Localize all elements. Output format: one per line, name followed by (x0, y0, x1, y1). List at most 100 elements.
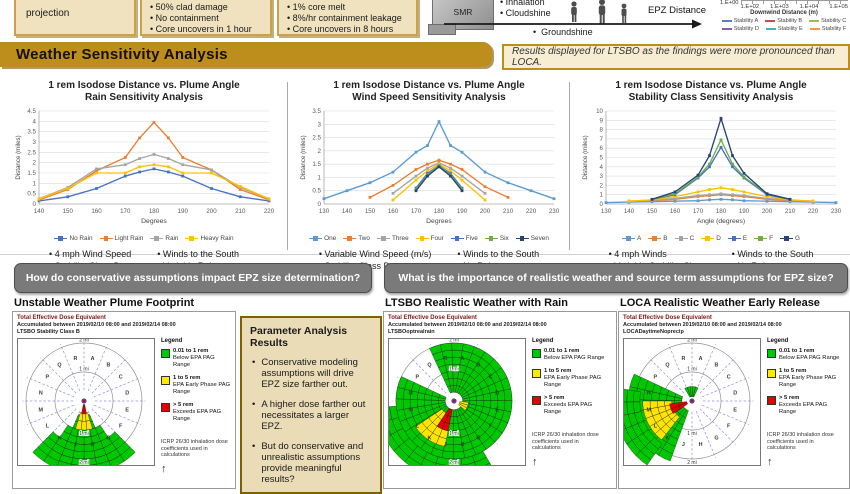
chart-legend: No Rain Light Rain Rain Heavy Rain (54, 235, 234, 242)
svg-text:0: 0 (600, 201, 604, 208)
legend-swatch-red (161, 403, 170, 412)
svg-text:1: 1 (33, 180, 37, 187)
svg-text:200: 200 (206, 208, 217, 215)
svg-text:B: B (715, 362, 719, 368)
svg-text:1 mi: 1 mi (449, 431, 458, 437)
svg-text:C: C (727, 375, 731, 381)
svg-text:E: E (495, 408, 499, 414)
smr-label: SMR (453, 7, 473, 17)
icrp-note: ICRP 26/30 inhalation dose coefficients … (767, 432, 834, 451)
svg-text:8: 8 (600, 127, 604, 134)
loca-source-term-box: 1% core melt 8%/hr containment leakage C… (277, 0, 418, 36)
assumption-item: Winds to the South (457, 249, 539, 261)
svg-text:3: 3 (600, 173, 604, 180)
exposure-item-inhalation: Inhalation (500, 0, 551, 8)
svg-text:L: L (46, 423, 50, 429)
svg-text:E: E (733, 408, 737, 414)
svg-text:5: 5 (600, 155, 604, 162)
people-icons (571, 0, 627, 24)
svg-text:180: 180 (434, 208, 445, 215)
svg-text:R: R (443, 356, 447, 362)
svg-text:K: K (58, 436, 62, 442)
section-header-bar: Weather Sensitivity Analysis (0, 42, 492, 67)
projection-text: projection (26, 8, 70, 19)
svg-text:B: B (477, 362, 481, 368)
person-icon (598, 0, 606, 24)
stability-class-sensitivity-chart-panel: 1 rem Isodose Distance vs. Plume Angle S… (576, 76, 846, 272)
plot-heading-unstable: Unstable Weather Plume Footprint (14, 297, 195, 309)
svg-text:7: 7 (600, 136, 604, 143)
loca-realistic-plot-box: Total Effective Dose Equivalent Accumula… (618, 311, 850, 489)
plot-heading-ltsbo: LTSBO Realistic Weather with Rain (385, 297, 568, 309)
svg-text:160: 160 (670, 208, 681, 215)
svg-text:2: 2 (318, 148, 322, 155)
svg-text:G: G (106, 436, 110, 442)
person-icon (571, 1, 577, 22)
svg-text:F: F (489, 423, 493, 429)
svg-text:130: 130 (601, 208, 612, 215)
svg-text:B: B (107, 362, 111, 368)
svg-text:Q: Q (427, 362, 431, 368)
svg-text:Q: Q (665, 362, 669, 368)
exposure-item-cloudshine: Cloudshine (500, 8, 551, 19)
unstable-weather-polar-chart: A B C D E F G H J K L M N P Q R 2 mi 1 mi 1 mi 2 mi (17, 338, 155, 466)
ltsbo-source-item: Core uncovers in 1 hour (150, 24, 270, 35)
svg-text:K: K (428, 436, 432, 442)
svg-text:210: 210 (503, 208, 514, 215)
ltsbo-source-item: 50% clad damage (150, 2, 270, 13)
stability-class-sensitivity-line-chart: 0 1 2 3 4 5 6 7 8 9 10 130 140 150 160 170 180 190 200 210 2… (582, 108, 842, 225)
svg-text:J: J (682, 442, 685, 448)
north-arrow-icon: ↑ (161, 462, 167, 475)
wind-speed-sensitivity-chart-panel: 1 rem Isodose Distance vs. Plume Angle W… (294, 76, 564, 272)
svg-text:130: 130 (319, 208, 330, 215)
svg-text:2 mi: 2 mi (79, 338, 88, 344)
svg-text:Angle (degrees): Angle (degrees) (697, 218, 745, 225)
svg-text:1: 1 (600, 192, 604, 199)
plot-accumulation-range: Accumulated between 2019/02/10 08:00 and… (623, 322, 782, 328)
mini-chart-y-tick: 1.E+00 (720, 0, 739, 6)
wind-speed-sensitivity-line-chart: 0 0.5 1 1.5 2 2.5 3 3.5 130 140 150 160 170 180 190 200… (300, 108, 560, 225)
svg-text:3: 3 (318, 121, 322, 128)
assumption-item: 4 mph Winds (609, 249, 706, 261)
column-divider (569, 82, 570, 250)
svg-text:210: 210 (785, 208, 796, 215)
plot-subtitle: Total Effective Dose Equivalent (17, 315, 106, 321)
param-bullet: Conservative modeling assumptions will d… (252, 357, 372, 390)
mini-chart-legend-row1: Stability A Stability B Stability C (720, 18, 848, 24)
parameter-analysis-results-box: Parameter Analysis Results Conservative … (240, 316, 382, 494)
svg-text:6: 6 (600, 145, 604, 152)
svg-text:170: 170 (693, 208, 704, 215)
assumption-item: Winds to the South (732, 249, 813, 261)
svg-text:R: R (73, 356, 77, 362)
loca-realistic-polar-chart: A B C D E F G H J K L M N P Q R 2 mi 1 mi 1 mi 2 mi (623, 338, 761, 466)
chart-title: 1 rem Isodose Distance vs. Plume Angle R… (48, 80, 240, 103)
loca-source-item: 1% core melt (287, 2, 416, 13)
rain-sensitivity-line-chart: 0 0.5 1 1.5 2 2.5 3 3.5 4 4.5 140 150 160 170 180 190 20… (15, 108, 275, 225)
svg-text:M: M (409, 408, 414, 414)
param-box-title: Parameter Analysis Results (250, 325, 348, 349)
plot-case-id: LTSBO Stability Class B (17, 329, 80, 335)
svg-text:4.5: 4.5 (27, 108, 36, 115)
pag-legend: Legend 0.01 to 1 rem Below EPA PAG Range … (161, 338, 231, 475)
assumption-item: Winds to the South (157, 249, 239, 261)
legend-swatch-green (767, 349, 776, 358)
legend-swatch-yellow (767, 369, 776, 378)
svg-text:1.5: 1.5 (312, 161, 321, 168)
svg-text:E: E (125, 408, 129, 414)
svg-text:1 mi: 1 mi (79, 431, 88, 437)
svg-text:H: H (91, 442, 95, 448)
epz-distance-arrow (444, 19, 702, 29)
svg-text:1 mi: 1 mi (687, 367, 696, 373)
svg-text:2 mi: 2 mi (449, 460, 458, 466)
scenario-projection-box: projection (14, 0, 136, 36)
svg-text:2: 2 (600, 182, 604, 189)
chart-title: 1 rem Isodose Distance vs. Plume Angle S… (615, 80, 807, 103)
svg-text:0.5: 0.5 (312, 188, 321, 195)
chart-legend: One Two Three Four Five Six Seven (309, 235, 549, 242)
plot-heading-loca: LOCA Realistic Weather Early Release (620, 297, 820, 309)
svg-text:1 mi: 1 mi (687, 431, 696, 437)
svg-text:0.5: 0.5 (27, 191, 36, 198)
plot-case-id: LTSBOoptrealrain (388, 329, 435, 335)
svg-text:230: 230 (549, 208, 560, 215)
